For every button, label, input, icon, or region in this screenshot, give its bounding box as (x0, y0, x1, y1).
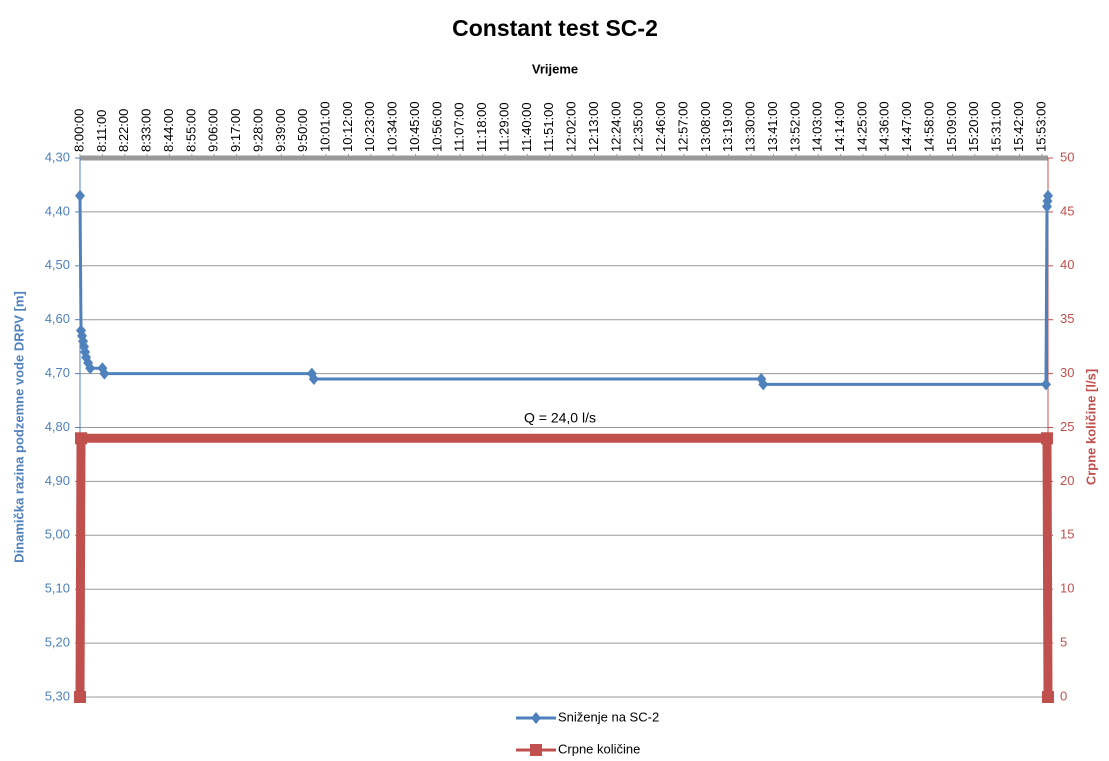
x-tick-label: 8:00:00 (71, 109, 86, 152)
data-point (1043, 189, 1053, 202)
data-point (308, 372, 319, 385)
y-tick-label: 4,60 (45, 311, 70, 326)
x-tick-label: 11:29:00 (496, 102, 511, 152)
x-tick-label: 9:06:00 (206, 109, 221, 152)
y-tick-label: 4,30 (45, 149, 70, 164)
y-tick-label: 4,40 (45, 203, 70, 218)
data-point (1040, 378, 1051, 391)
x-tick-label: 13:30:00 (743, 101, 758, 152)
data-point (75, 189, 85, 202)
data-line (78, 195, 1050, 386)
x-tick-label: 10:34:00 (385, 101, 400, 152)
x-tick-label: 13:08:00 (698, 101, 713, 152)
x-tick-label: 8:22:00 (116, 109, 131, 152)
y2-tick-label: 40 (1060, 257, 1074, 272)
x-tick-label: 11:51:00 (541, 102, 556, 152)
x-tick-label: 14:25:00 (854, 101, 869, 152)
x-tick-label: 9:28:00 (250, 109, 265, 152)
x-axis-label: Vrijeme (532, 61, 578, 76)
y2-tick-label: 10 (1060, 581, 1074, 596)
y2-axis-label: Crpne količine [l/s] (1083, 369, 1098, 485)
x-tick-label: 8:55:00 (183, 109, 198, 152)
y2-tick-label: 25 (1060, 419, 1074, 434)
y2-tick-label: 20 (1060, 473, 1074, 488)
x-tick-label: 15:09:00 (944, 101, 959, 152)
y-tick-label: 4,90 (45, 473, 70, 488)
data-point (1042, 691, 1054, 703)
chart-title: Constant test SC-2 (452, 15, 658, 41)
data-point (75, 432, 88, 445)
x-tick-label: 15:31:00 (989, 101, 1004, 152)
x-tick-label: 12:13:00 (586, 101, 601, 152)
y2-tick-label: 35 (1060, 311, 1074, 326)
y-tick-label: 4,80 (45, 419, 70, 434)
data-line (75, 433, 1053, 698)
data-point (758, 378, 769, 391)
data-point (1040, 432, 1053, 445)
x-tick-label: 9:50:00 (295, 109, 310, 152)
legend-marker (530, 744, 542, 756)
x-tick-label: 15:42:00 (1011, 101, 1026, 152)
y-tick-label: 5,30 (45, 688, 70, 703)
x-tick-label: 12:24:00 (608, 101, 623, 152)
x-tick-label: 10:12:00 (340, 101, 355, 152)
legend-label: Crpne količine (558, 741, 640, 756)
x-tick-label: 12:57:00 (675, 101, 690, 152)
x-tick-label: 10:23:00 (362, 101, 377, 152)
y2-tick-label: 50 (1060, 149, 1074, 164)
x-tick-label: 11:07:00 (452, 102, 467, 152)
x-tick-label: 12:02:00 (564, 101, 579, 152)
x-tick-label: 12:35:00 (631, 101, 646, 152)
y2-tick-label: 30 (1060, 365, 1074, 380)
x-tick-label: 8:11:00 (94, 110, 109, 152)
annotation: Q = 24,0 l/s (524, 410, 596, 426)
x-tick-label: 13:41:00 (765, 101, 780, 152)
x-tick-label: 14:03:00 (810, 101, 825, 152)
x-tick-label: 13:52:00 (787, 101, 802, 152)
x-tick-label: 9:39:00 (273, 109, 288, 152)
x-tick-label: 15:20:00 (966, 101, 981, 152)
x-tick-label: 9:17:00 (228, 109, 243, 152)
x-tick-label: 14:47:00 (899, 101, 914, 152)
data-point (99, 367, 110, 380)
y2-tick-label: 15 (1060, 527, 1074, 542)
y-tick-label: 4,50 (45, 257, 70, 272)
x-tick-label: 11:18:00 (474, 102, 489, 152)
legend-label: Sniženje na SC-2 (558, 709, 659, 724)
x-tick-label: 8:44:00 (161, 109, 176, 152)
y2-tick-label: 5 (1060, 635, 1067, 650)
y-tick-label: 5,10 (45, 581, 70, 596)
x-tick-label: 14:14:00 (832, 101, 847, 152)
y-tick-label: 5,00 (45, 527, 70, 542)
y2-tick-label: 45 (1060, 203, 1074, 218)
x-tick-label: 12:46:00 (653, 101, 668, 152)
x-tick-label: 13:19:00 (720, 101, 735, 152)
x-tick-label: 14:36:00 (877, 101, 892, 152)
data-point (74, 691, 86, 703)
x-tick-label: 14:58:00 (921, 101, 936, 152)
x-tick-label: 10:01:00 (318, 101, 333, 152)
x-tick-label: 10:45:00 (407, 101, 422, 152)
x-tick-label: 8:33:00 (139, 109, 154, 152)
y2-tick-label: 0 (1060, 688, 1067, 703)
y-tick-label: 5,20 (45, 635, 70, 650)
y-axis-label: Dinamička razina podzemne vode DRPV [m] (11, 291, 26, 563)
y-tick-label: 4,70 (45, 365, 70, 380)
x-tick-label: 11:40:00 (519, 102, 534, 152)
x-tick-label: 15:53:00 (1033, 101, 1048, 152)
x-tick-label: 10:56:00 (429, 101, 444, 152)
legend-marker (531, 712, 541, 724)
data-point (85, 362, 96, 375)
